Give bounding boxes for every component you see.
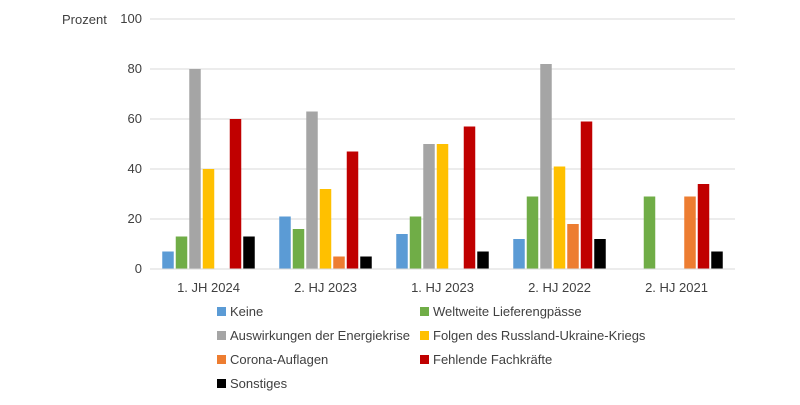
bar (580, 121, 593, 269)
bar (175, 236, 188, 269)
bar (594, 239, 606, 269)
y-axis-label: Prozent (62, 12, 107, 27)
x-tick-label: 1. JH 2024 (177, 280, 240, 295)
legend-item: Corona-Auflagen (217, 352, 328, 367)
bar (346, 151, 359, 269)
bar (463, 126, 476, 269)
bar (423, 144, 435, 269)
bar (540, 64, 552, 269)
bar (292, 229, 305, 269)
legend-item: Keine (217, 304, 263, 319)
x-tick-label: 2. HJ 2022 (528, 280, 591, 295)
y-tick-label: 40 (128, 161, 142, 176)
bar (333, 256, 345, 269)
legend-swatch (420, 307, 429, 316)
bar (684, 196, 696, 269)
gridlines (150, 18, 735, 220)
y-axis-ticks: 0 20 40 60 80 100 (120, 11, 142, 276)
legend: Keine Weltweite Lieferengpässe Auswirkunge… (217, 304, 646, 391)
bar (567, 224, 579, 269)
bar (229, 119, 242, 269)
bars (162, 64, 723, 269)
x-axis-ticks: 1. JH 2024 2. HJ 2023 1. HJ 2023 2. HJ 2022… (177, 280, 708, 295)
bar (526, 196, 539, 269)
y-tick-label: 100 (120, 11, 142, 26)
legend-item: Folgen des Russland-Ukraine-Kriegs (420, 328, 646, 343)
legend-label: Keine (230, 304, 263, 319)
y-tick-label: 60 (128, 111, 142, 126)
bar (513, 239, 525, 269)
legend-item: Fehlende Fachkräfte (420, 352, 552, 367)
legend-label: Weltweite Lieferengpässe (433, 304, 582, 319)
legend-swatch (217, 355, 226, 364)
legend-item: Weltweite Lieferengpässe (420, 304, 582, 319)
x-tick-label: 2. HJ 2021 (645, 280, 708, 295)
y-tick-label: 80 (128, 61, 142, 76)
bar (279, 216, 291, 269)
bar (697, 184, 710, 269)
bar (360, 256, 372, 269)
y-tick-label: 20 (128, 211, 142, 226)
bar (396, 234, 408, 269)
legend-label: Folgen des Russland-Ukraine-Kriegs (433, 328, 646, 343)
bar (409, 216, 422, 269)
legend-swatch (420, 331, 429, 340)
legend-item: Auswirkungen der Energiekrise (217, 328, 410, 343)
legend-swatch (217, 331, 226, 340)
bar (202, 169, 215, 269)
bar (319, 189, 332, 269)
bar (436, 144, 449, 269)
bar (306, 111, 318, 269)
bar (711, 251, 723, 269)
bar (477, 251, 489, 269)
bar (243, 236, 255, 269)
bar (162, 251, 174, 269)
legend-label: Corona-Auflagen (230, 352, 328, 367)
x-tick-label: 1. HJ 2023 (411, 280, 474, 295)
legend-swatch (420, 355, 429, 364)
legend-label: Fehlende Fachkräfte (433, 352, 552, 367)
legend-item: Sonstiges (217, 376, 288, 391)
x-tick-label: 2. HJ 2023 (294, 280, 357, 295)
bar (553, 166, 566, 269)
legend-label: Sonstiges (230, 376, 288, 391)
bar (643, 196, 656, 269)
y-tick-label: 0 (135, 261, 142, 276)
legend-swatch (217, 307, 226, 316)
bar (189, 69, 201, 269)
legend-label: Auswirkungen der Energiekrise (230, 328, 410, 343)
legend-swatch (217, 379, 226, 388)
